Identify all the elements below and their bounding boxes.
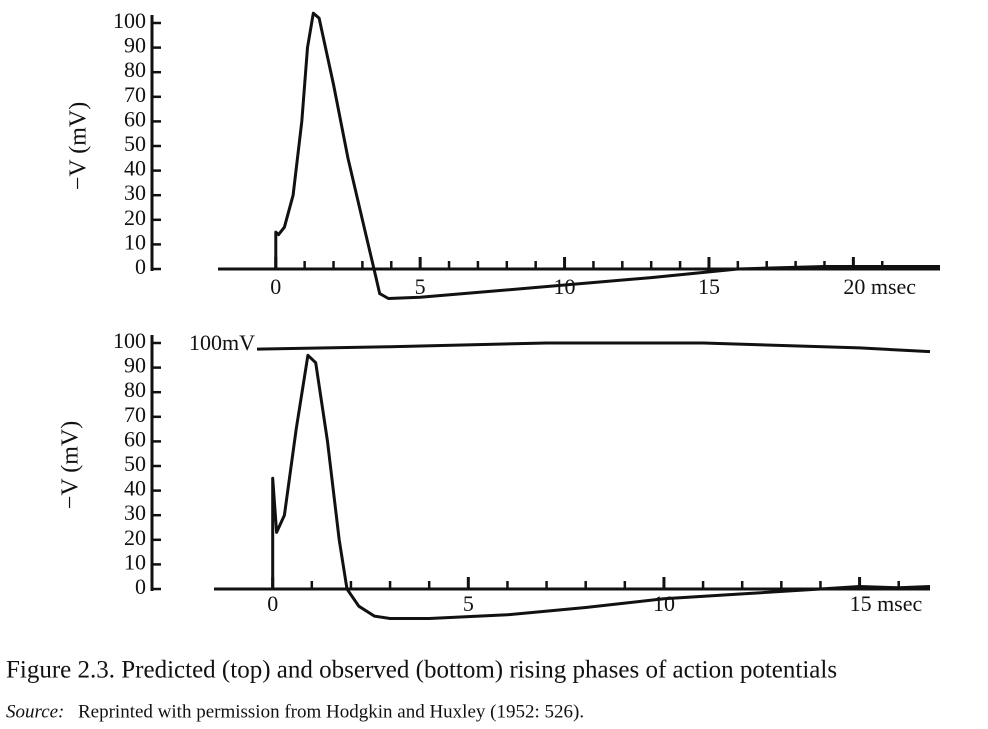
y-tick-label: 20 xyxy=(124,205,146,230)
y-tick-label: 70 xyxy=(124,402,146,427)
series-label: 100mV xyxy=(189,330,255,355)
y-tick-label: 40 xyxy=(124,476,146,501)
x-tick-label: 20 msec xyxy=(843,274,916,299)
y-tick-label: 60 xyxy=(124,106,146,131)
y-tick-label: 90 xyxy=(124,353,146,378)
y-tick-label: 30 xyxy=(124,500,146,525)
y-axis-label: −V (mV) xyxy=(58,421,84,509)
y-tick-label: 10 xyxy=(124,229,146,254)
y-tick-label: 20 xyxy=(124,525,146,550)
x-tick-label: 5 xyxy=(415,274,426,299)
series-line xyxy=(274,11,940,300)
y-tick-label: 90 xyxy=(124,33,146,58)
x-tick-label: 5 xyxy=(463,591,474,616)
y-tick-label: 80 xyxy=(124,377,146,402)
y-tick-label: 10 xyxy=(124,549,146,574)
source-text: Reprinted with permission from Hodgkin a… xyxy=(78,701,584,722)
y-tick-label: 50 xyxy=(124,131,146,156)
source-label: Source: xyxy=(6,701,64,722)
y-tick-label: 40 xyxy=(124,156,146,181)
y-tick-label: 70 xyxy=(124,82,146,107)
y-tick-label: 100 xyxy=(113,328,146,353)
y-tick-label: 30 xyxy=(124,180,146,205)
x-tick-label: 0 xyxy=(267,591,278,616)
x-tick-label: 10 xyxy=(554,274,576,299)
y-axis-label: −V (mV) xyxy=(66,102,92,190)
y-tick-label: 0 xyxy=(135,574,146,599)
caption: Figure 2.3. Predicted (top) and observed… xyxy=(6,657,837,684)
y-tick-label: 80 xyxy=(124,57,146,82)
x-tick-label: 15 msec xyxy=(850,591,923,616)
x-tick-label: 10 xyxy=(653,591,675,616)
y-tick-label: 100 xyxy=(113,8,146,33)
y-tick-label: 50 xyxy=(124,451,146,476)
series-line xyxy=(271,353,931,620)
y-tick-label: 60 xyxy=(124,426,146,451)
x-tick-label: 0 xyxy=(270,274,281,299)
x-tick-label: 15 xyxy=(698,274,720,299)
series-line xyxy=(256,341,931,354)
y-tick-label: 0 xyxy=(135,254,146,279)
